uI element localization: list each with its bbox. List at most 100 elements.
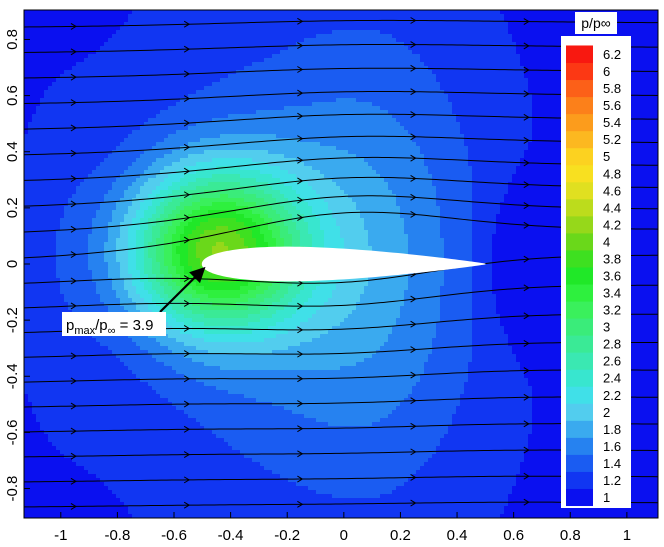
contour-cell (164, 54, 169, 59)
contour-cell (104, 114, 109, 119)
contour-cell (136, 54, 141, 59)
contour-cell (520, 118, 525, 123)
contour-cell (656, 66, 658, 71)
contour-cell (412, 26, 417, 31)
contour-cell (212, 98, 217, 103)
contour-cell (436, 58, 441, 63)
contour-cell (132, 54, 137, 59)
contour-cell (632, 102, 637, 107)
contour-cell (320, 130, 325, 135)
contour-cell (456, 106, 461, 111)
contour-cell (376, 70, 381, 75)
contour-cell (248, 102, 253, 107)
contour-cell (188, 34, 193, 39)
contour-cell (424, 70, 429, 75)
contour-cell (644, 42, 649, 47)
contour-cell (556, 78, 561, 83)
contour-cell (476, 34, 481, 39)
contour-cell (472, 62, 477, 67)
contour-cell (224, 42, 229, 47)
contour-cell (416, 62, 421, 67)
contour-cell (476, 90, 481, 95)
contour-cell (308, 74, 313, 79)
contour-cell (284, 74, 289, 79)
contour-cell (448, 106, 453, 111)
contour-cell (308, 10, 313, 15)
contour-cell (516, 94, 521, 99)
contour-cell (108, 42, 113, 47)
contour-cell (556, 10, 561, 15)
contour-cell (516, 122, 521, 127)
contour-cell (432, 10, 437, 15)
contour-cell (376, 118, 381, 123)
contour-cell (380, 82, 385, 87)
contour-cell (440, 98, 445, 103)
contour-cell (468, 126, 473, 131)
contour-cell (92, 22, 97, 27)
contour-cell (240, 38, 245, 43)
contour-cell (648, 54, 653, 59)
contour-cell (248, 34, 253, 39)
contour-cell (228, 126, 233, 131)
contour-cell (388, 46, 393, 51)
contour-cell (32, 30, 37, 35)
contour-cell (124, 78, 129, 83)
contour-cell (392, 94, 397, 99)
contour-cell (164, 26, 169, 31)
contour-cell (76, 58, 81, 63)
contour-cell (368, 26, 373, 31)
contour-cell (440, 14, 445, 19)
contour-cell (280, 14, 285, 19)
contour-cell (136, 106, 141, 111)
contour-cell (152, 114, 157, 119)
contour-cell (532, 46, 537, 51)
contour-cell (152, 14, 157, 19)
contour-cell (512, 26, 517, 31)
contour-cell (252, 10, 257, 15)
contour-cell (652, 122, 657, 127)
contour-cell (308, 82, 313, 87)
contour-cell (72, 70, 77, 75)
contour-cell (252, 66, 257, 71)
contour-cell (148, 66, 153, 71)
contour-cell (92, 30, 97, 35)
contour-cell (56, 106, 61, 111)
contour-cell (264, 10, 269, 15)
contour-cell (64, 94, 69, 99)
contour-cell (456, 94, 461, 99)
contour-cell (196, 14, 201, 19)
contour-cell (520, 46, 525, 51)
contour-cell (180, 70, 185, 75)
contour-cell (316, 110, 321, 115)
contour-cell (24, 26, 29, 31)
contour-cell (460, 118, 465, 123)
contour-cell (156, 34, 161, 39)
contour-cell (624, 22, 629, 27)
contour-cell (444, 38, 449, 43)
contour-cell (452, 22, 457, 27)
contour-cell (272, 82, 277, 87)
contour-cell (304, 126, 309, 131)
contour-cell (148, 90, 153, 95)
contour-cell (188, 106, 193, 111)
contour-cell (380, 110, 385, 115)
contour-cell (252, 30, 257, 35)
contour-cell (192, 10, 197, 15)
contour-cell (260, 50, 265, 55)
contour-cell (640, 98, 645, 103)
contour-cell (188, 122, 193, 127)
contour-cell (132, 90, 137, 95)
contour-cell (124, 86, 129, 91)
contour-cell (536, 118, 541, 123)
contour-cell (348, 114, 353, 119)
contour-cell (324, 86, 329, 91)
contour-cell (284, 102, 289, 107)
contour-cell (64, 70, 69, 75)
contour-cell (32, 86, 37, 91)
contour-cell (40, 18, 45, 23)
contour-cell (472, 22, 477, 27)
contour-cell (224, 86, 229, 91)
contour-cell (28, 102, 33, 107)
contour-cell (148, 110, 153, 115)
contour-cell (436, 126, 441, 131)
